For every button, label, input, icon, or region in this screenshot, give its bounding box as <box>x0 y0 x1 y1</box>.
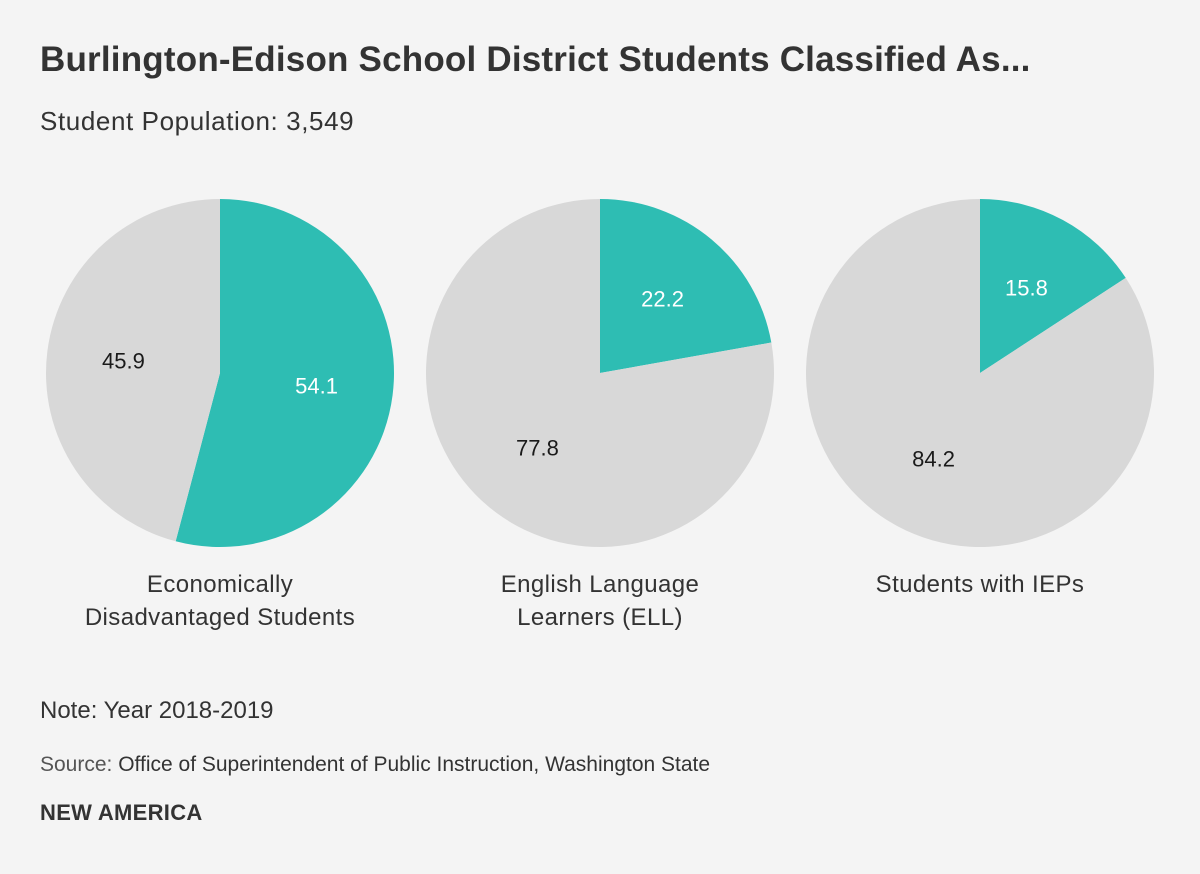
pie-value-label: 54.1 <box>295 374 338 399</box>
pie-caption: Learners (ELL) <box>517 604 683 631</box>
pie-slice-rest <box>46 199 220 542</box>
pie-caption: Disadvantaged Students <box>85 604 355 631</box>
pie-slice-rest <box>426 199 774 547</box>
note: Note: Year 2018-2019 <box>40 697 274 724</box>
pie-slice-highlight <box>980 199 1126 373</box>
source-label: Source: <box>40 753 113 776</box>
brand-logo: NEW AMERICA <box>40 800 203 825</box>
source: Source: Office of Superintendent of Publ… <box>40 753 710 777</box>
pie-chart-3: 15.8 84.2 Students with IEPs <box>806 199 1154 598</box>
pie-value-label: 45.9 <box>102 349 145 374</box>
pie-value-label: 84.2 <box>912 447 955 472</box>
pie-chart-1: 54.1 45.9 Economically Disadvantaged Studen… <box>46 199 395 631</box>
pie-chart-2: 22.2 77.8 English Language Learners (ELL) <box>426 199 774 631</box>
pie-value-label: 77.8 <box>516 436 559 461</box>
source-text: Office of Superintendent of Public Instr… <box>118 753 711 776</box>
chart-title: Burlington-Edison School District Studen… <box>40 40 1031 79</box>
pie-caption: English Language <box>501 571 700 598</box>
chart-subtitle: Student Population: 3,549 <box>40 106 355 136</box>
pie-caption: Economically <box>147 571 293 598</box>
pie-value-label: 15.8 <box>1005 275 1048 300</box>
pie-caption: Students with IEPs <box>876 571 1085 598</box>
pie-slice-highlight <box>175 199 395 547</box>
pie-slice-rest <box>806 199 1154 548</box>
pie-slice-highlight <box>600 199 772 373</box>
pie-value-label: 22.2 <box>641 286 684 311</box>
